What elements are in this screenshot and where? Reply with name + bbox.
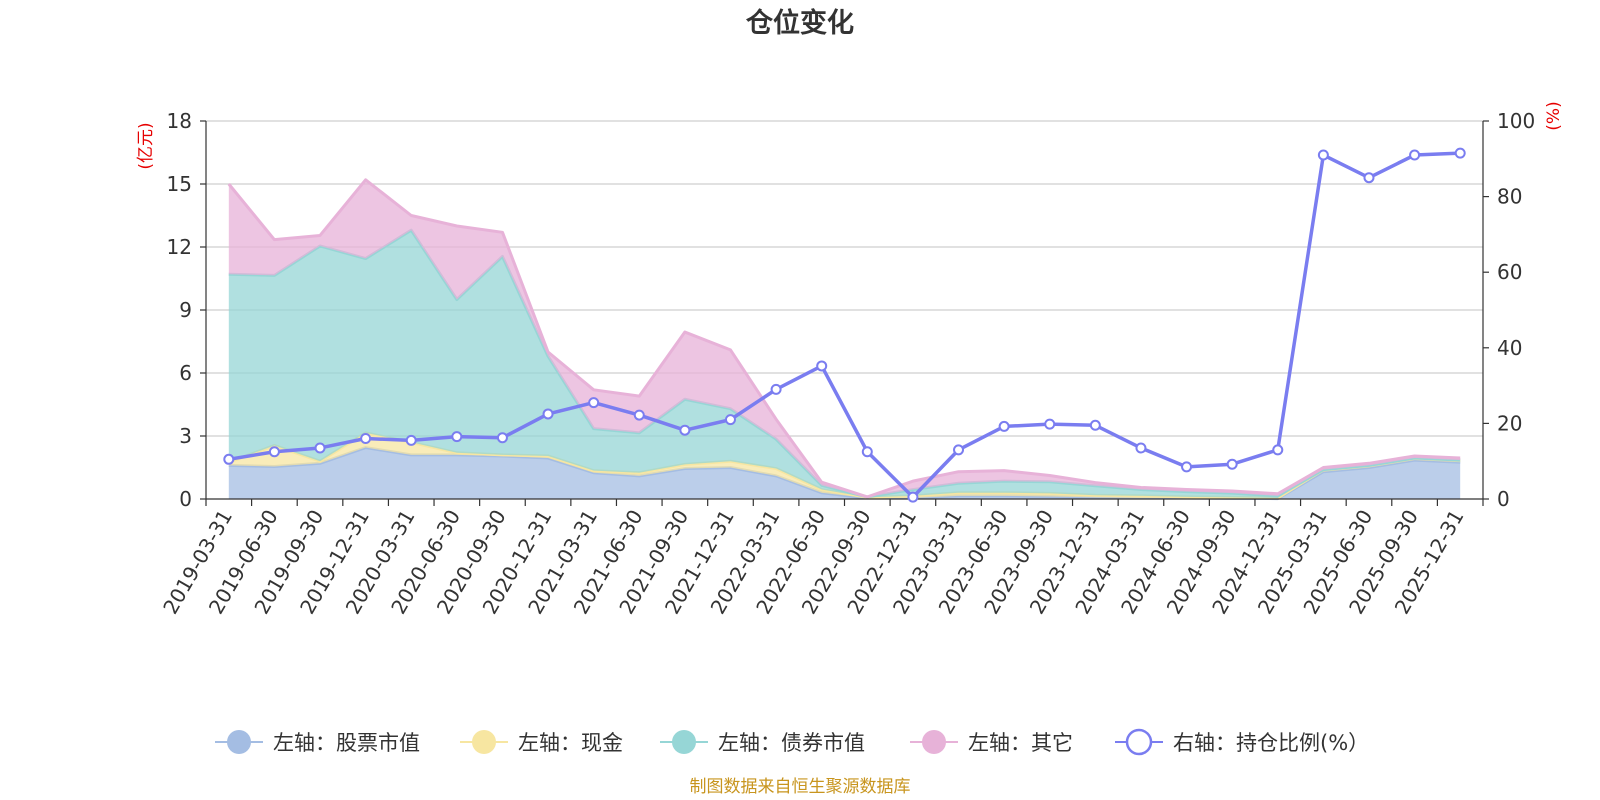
ratio-point [633, 409, 645, 421]
area-3 [228, 230, 1461, 498]
area-edge-4 [227, 178, 1461, 499]
ratio-line-layer [223, 147, 1466, 503]
legend-marker [227, 730, 251, 754]
ratio-point [314, 442, 326, 454]
legend-marker [1125, 728, 1153, 756]
ratio-point [1363, 172, 1375, 184]
left-axis-tick-label: 15 [167, 172, 192, 196]
ratio-point [953, 444, 965, 456]
ratio-point [268, 446, 280, 458]
legend-label: 右轴：持仓比例(%） [1173, 731, 1369, 755]
legend-marker [472, 730, 496, 754]
ratio-point [1272, 444, 1284, 456]
ratio-point [496, 432, 508, 444]
ratio-point [1226, 458, 1238, 470]
ratio-point [360, 433, 372, 445]
ratio-point [542, 408, 554, 420]
right-axis-tick-label: 100 [1497, 109, 1535, 133]
right-axis-tick-label: 80 [1497, 185, 1522, 209]
ratio-line [228, 151, 1461, 499]
ratio-point [1181, 461, 1193, 473]
left-axis-unit: (亿元) [136, 122, 156, 169]
right-axis-tick-label: 40 [1497, 336, 1522, 360]
legend-label: 左轴：现金 [518, 731, 623, 755]
ratio-point [1409, 149, 1421, 161]
left-axis-tick-label: 9 [179, 298, 192, 322]
ratio-point [451, 431, 463, 443]
legend-marker [922, 730, 946, 754]
ratio-point [907, 491, 919, 503]
area-4 [228, 179, 1461, 497]
ratio-point [223, 453, 235, 465]
legend: 左轴：股票市值 左轴：现金 左轴：债券市值 左轴：其它 右轴：持仓比例(%） [215, 728, 1369, 756]
ratio-point [861, 446, 873, 458]
chart-title: 仓位变化 [745, 7, 854, 39]
left-axis-tick-label: 12 [167, 235, 192, 259]
legend-marker [672, 730, 696, 754]
left-axis-tick-label: 0 [179, 487, 192, 511]
ratio-point [1454, 147, 1466, 159]
ratio-point [724, 414, 736, 426]
ratio-point [1135, 442, 1147, 454]
right-axis-unit: (%) [1544, 101, 1564, 130]
legend-item-3[interactable]: 左轴：债券市值 [660, 730, 865, 755]
area-1 [228, 447, 1461, 499]
right-axis-tick-label: 60 [1497, 260, 1522, 284]
legend-item-5[interactable]: 右轴：持仓比例(%） [1115, 728, 1369, 756]
legend-item-2[interactable]: 左轴：现金 [460, 730, 623, 755]
ratio-point [816, 360, 828, 372]
legend-item-4[interactable]: 左轴：其它 [910, 730, 1073, 755]
ratio-point [770, 383, 782, 395]
ratio-point [405, 434, 417, 446]
ratio-point [1044, 418, 1056, 430]
ratio-point [679, 424, 691, 436]
left-axis-tick-label: 18 [167, 109, 192, 133]
left-axis-tick-label: 3 [179, 424, 192, 448]
legend-item-1[interactable]: 左轴：股票市值 [215, 730, 420, 755]
legend-label: 左轴：股票市值 [273, 731, 420, 755]
data-source-note: 制图数据来自恒生聚源数据库 [690, 777, 911, 797]
stacked-areas [227, 178, 1461, 501]
legend-label: 左轴：债券市值 [718, 731, 865, 755]
right-axis-tick-label: 20 [1497, 411, 1522, 435]
right-axis-tick-label: 0 [1497, 487, 1510, 511]
ratio-point [1317, 149, 1329, 161]
legend-label: 左轴：其它 [968, 731, 1073, 755]
ratio-point [998, 420, 1010, 432]
ratio-point [588, 397, 600, 409]
left-axis-tick-label: 6 [179, 361, 192, 385]
ratio-point [1089, 419, 1101, 431]
